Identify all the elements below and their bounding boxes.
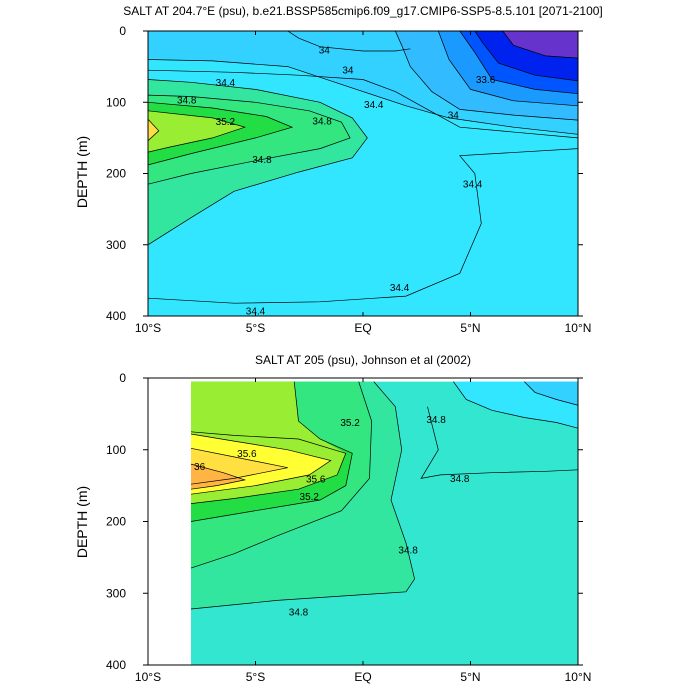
contour-label: 34 xyxy=(448,111,460,122)
contour-34-upper xyxy=(287,31,411,52)
panel-obs: SALT AT 205 (psu), Johnson et al (2002) … xyxy=(74,353,591,684)
contour-label: 34.8 xyxy=(177,96,197,107)
x-tick-label: 10°N xyxy=(565,670,592,684)
y-tick-label: 100 xyxy=(106,95,126,109)
contour-label: 34.4 xyxy=(246,307,266,318)
contour-label: 34.4 xyxy=(216,78,236,89)
contour-33-4 xyxy=(474,31,578,82)
x-tick-label: 10°N xyxy=(565,321,592,335)
contour-label: 34.8 xyxy=(289,607,309,618)
contour-label: 34.4 xyxy=(390,283,410,294)
contour-34-8 xyxy=(148,94,351,185)
contour-label: 35.2 xyxy=(300,492,320,503)
region-salt-36 xyxy=(191,464,245,490)
contour-label: 35.2 xyxy=(340,418,360,429)
y-tick-label: 0 xyxy=(119,24,126,38)
panel-obs-plotarea: 35.2 34.8 35.6 36 34.8 35.6 35.2 34.8 34.8 10°S 5°… xyxy=(106,371,591,684)
x-tick-label: EQ xyxy=(354,321,371,335)
contour-34-8-right xyxy=(420,406,578,479)
region-salt-35-2 xyxy=(148,110,245,153)
contour-34-4-surface xyxy=(148,69,578,139)
panel-model-ylabel: DEPTH (m) xyxy=(74,136,90,208)
contour-35-0 xyxy=(190,381,372,569)
contour-label: 34.8 xyxy=(450,474,470,485)
panel-obs-ylabel: DEPTH (m) xyxy=(74,486,90,558)
contour-35-4 xyxy=(190,431,347,504)
y-tick-label: 400 xyxy=(106,658,126,672)
region-salt-33-2 xyxy=(502,31,578,59)
plot-clip: 34 34 33.6 34.4 34.8 34.4 35.2 34.8 34 34.8 34.4 34… xyxy=(148,31,578,318)
contour-34-6 xyxy=(148,79,368,246)
panel-obs-title: SALT AT 205 (psu), Johnson et al (2002) xyxy=(255,353,471,367)
x-tick-label: 5°N xyxy=(460,321,480,335)
contour-label: 36 xyxy=(194,462,206,473)
contour-label: 34.8 xyxy=(312,116,332,127)
contour-35-2 xyxy=(190,381,353,522)
contour-label: 35.2 xyxy=(216,117,236,128)
panel-model: SALT AT 204.7°E (psu), b.e21.BSSP585cmip… xyxy=(74,4,603,335)
x-tick-label: 10°S xyxy=(135,321,161,335)
contour-33-6 xyxy=(459,31,578,95)
contour-label: 33.6 xyxy=(476,75,496,86)
x-tick-label: EQ xyxy=(354,670,371,684)
contour-34-4-deep xyxy=(148,148,578,304)
panel-model-plotarea: 34 34 33.6 34.4 34.8 34.4 35.2 34.8 34 34.8 34.4 34… xyxy=(106,24,591,335)
contour-label: 34 xyxy=(342,66,354,77)
y-tick-label: 200 xyxy=(106,167,126,181)
contour-label: 35.6 xyxy=(306,475,326,486)
region-salt-34-2 xyxy=(524,381,578,406)
y-tick-label: 400 xyxy=(106,309,126,323)
contour-label: 34.8 xyxy=(252,155,272,166)
contour-label: 34 xyxy=(319,46,331,57)
contour-34-4 xyxy=(524,381,578,406)
y-tick-label: 300 xyxy=(106,238,126,252)
x-tick-label: 5°S xyxy=(246,670,265,684)
contour-36 xyxy=(190,463,247,490)
contour-label: 34.8 xyxy=(398,546,418,557)
contour-label: 35.6 xyxy=(237,449,257,460)
contour-label: 34.8 xyxy=(426,415,446,426)
y-tick-label: 200 xyxy=(106,515,126,529)
contour-label: 34.4 xyxy=(364,100,384,111)
x-tick-label: 5°N xyxy=(460,670,480,684)
contour-35-8 xyxy=(190,447,288,485)
contour-35-6 xyxy=(190,433,332,495)
contour-33-2 xyxy=(502,31,578,59)
x-tick-label: 10°S xyxy=(135,670,161,684)
contour-33-8 xyxy=(437,31,578,107)
x-tick-label: 5°S xyxy=(246,321,265,335)
contour-34-8-left xyxy=(190,381,415,610)
contour-35-2 xyxy=(148,110,246,153)
y-tick-label: 100 xyxy=(106,443,126,457)
contour-34-2-upper xyxy=(148,59,578,135)
contour-label: 34.4 xyxy=(463,180,483,191)
y-tick-label: 300 xyxy=(106,586,126,600)
contour-35-4 xyxy=(148,119,160,141)
contour-35-0 xyxy=(148,101,294,166)
panel-model-title: SALT AT 204.7°E (psu), b.e21.BSSP585cmip… xyxy=(123,4,603,18)
contour-34-6 xyxy=(453,381,578,429)
contour-34-0-right xyxy=(394,31,578,121)
region-salt-35-4 xyxy=(148,119,159,141)
y-tick-label: 0 xyxy=(119,371,126,385)
plot-clip: 35.2 34.8 35.6 36 34.8 35.6 35.2 34.8 34.8 xyxy=(190,381,578,665)
